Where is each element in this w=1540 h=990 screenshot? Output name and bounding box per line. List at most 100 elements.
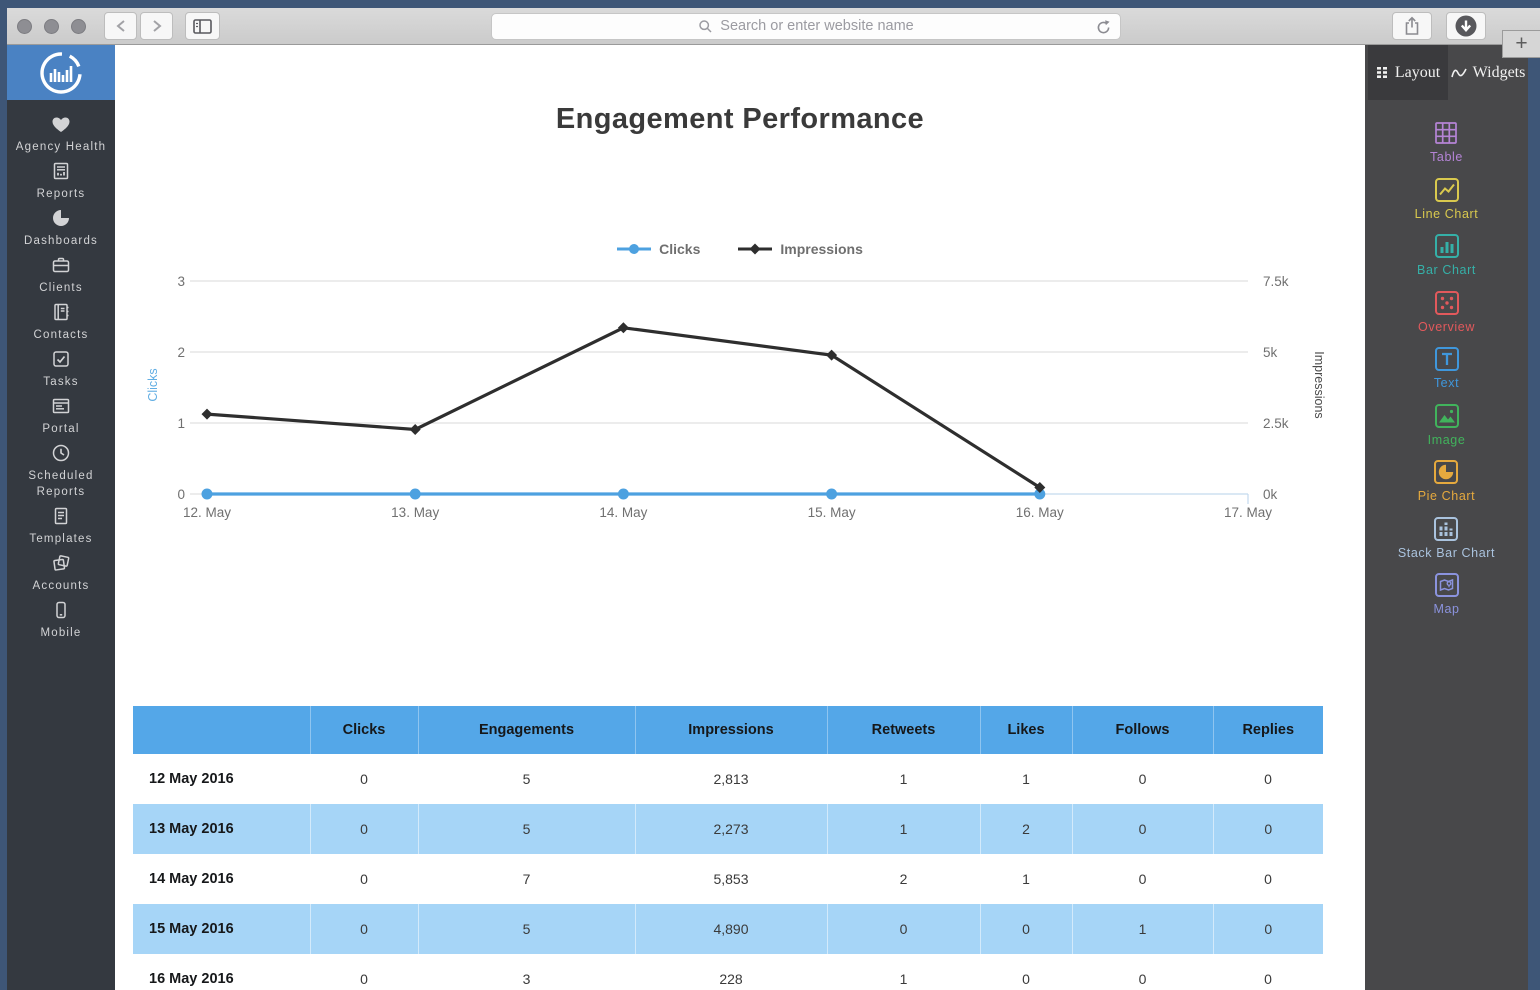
sidebar-item-clients[interactable]: Clients xyxy=(9,254,113,296)
engagement-table: Clicks Engagements Impressions Retweets Like… xyxy=(133,706,1323,990)
widget-overview[interactable]: Overview xyxy=(1418,288,1475,345)
cards-icon xyxy=(53,555,70,571)
app-logo[interactable] xyxy=(7,45,115,100)
table-cell: 1 xyxy=(980,754,1072,804)
widget-text[interactable]: Text xyxy=(1432,344,1462,401)
panel-tabs: Layout Widgets xyxy=(1365,45,1528,100)
data-point-impressions xyxy=(1034,482,1046,494)
data-point-impressions xyxy=(617,322,629,334)
x-axis-tick: 14. May xyxy=(599,505,647,520)
address-bar[interactable]: Search or enter website name xyxy=(491,12,1121,40)
widget-image[interactable]: Image xyxy=(1428,401,1466,458)
table-header-cell: Retweets xyxy=(826,706,980,754)
table-cell: 1 xyxy=(826,804,980,854)
widget-bar-chart[interactable]: Bar Chart xyxy=(1417,231,1476,288)
share-icon xyxy=(1405,16,1419,35)
widget-list: Table Line Chart Bar Chart Overview Text… xyxy=(1365,118,1528,627)
table-cell: 2,813 xyxy=(635,754,827,804)
minimize-window-button[interactable] xyxy=(44,18,59,34)
table-header-cell xyxy=(133,706,310,754)
table-date-cell: 14 May 2016 xyxy=(133,854,310,904)
clicks-marker-icon xyxy=(617,244,652,254)
left-axis-title: Clicks xyxy=(146,368,160,401)
table-cell: 0 xyxy=(309,804,418,854)
wave-icon xyxy=(1450,68,1467,77)
table-date-cell: 13 May 2016 xyxy=(133,804,310,854)
back-button[interactable] xyxy=(104,12,137,40)
widget-stack-bar-chart[interactable]: Stack Bar Chart xyxy=(1398,514,1495,571)
table-cell: 0 xyxy=(310,954,418,990)
close-window-button[interactable] xyxy=(17,18,32,34)
table-cell: 1 xyxy=(980,854,1072,904)
x-axis-tick: 16. May xyxy=(1016,505,1064,520)
table-cell: 5 xyxy=(418,754,635,804)
text-widget-icon xyxy=(1434,347,1459,371)
table-cell: 0 xyxy=(310,754,418,804)
image-widget-icon xyxy=(1434,403,1459,428)
sidebar-item-portal[interactable]: Portal xyxy=(9,395,113,437)
sidebar-item-label: Accounts xyxy=(32,580,90,592)
data-point-clicks xyxy=(409,488,421,500)
forward-chevron-icon xyxy=(152,20,162,32)
tab-label: Layout xyxy=(1394,63,1441,81)
table-cell: 2,273 xyxy=(634,804,827,854)
sidebar-item-mobile[interactable]: Mobile xyxy=(9,599,113,641)
share-button[interactable] xyxy=(1392,12,1432,40)
circle-bars-logo xyxy=(40,51,82,94)
table-row: 15 May 2016 0 5 4,890 0 0 1 0 xyxy=(133,904,1323,954)
tab-widgets[interactable]: Widgets xyxy=(1448,45,1528,100)
search-placeholder: Search or enter website name xyxy=(720,18,914,34)
legend-label: Clicks xyxy=(659,241,701,257)
sidebar-item-templates[interactable]: Templates xyxy=(9,505,113,547)
table-cell: 0 xyxy=(979,904,1072,954)
downloads-button[interactable] xyxy=(1446,12,1486,40)
data-point-impressions xyxy=(201,408,213,420)
sidebar-toggle-button[interactable] xyxy=(185,12,220,40)
page-title: Engagement Performance xyxy=(555,103,925,135)
widget-label: Text xyxy=(1433,376,1460,390)
document-icon xyxy=(54,507,68,525)
table-cell: 0 xyxy=(1072,954,1213,990)
sidebar-item-accounts[interactable]: Accounts xyxy=(9,552,113,594)
sidebar-item-agency-health[interactable]: Agency Health xyxy=(9,113,113,155)
sidebar-item-dashboards[interactable]: Dashboards xyxy=(9,207,113,249)
zoom-window-button[interactable] xyxy=(71,18,86,34)
sidebar-item-contacts[interactable]: Contacts xyxy=(9,301,113,343)
sidebar-item-tasks[interactable]: Tasks xyxy=(9,348,113,390)
sidebar-item-scheduled-reports[interactable]: Scheduled Reports xyxy=(9,442,113,500)
reload-icon[interactable] xyxy=(1095,19,1112,36)
sidebar-item-reports[interactable]: Reports xyxy=(9,160,113,202)
sidebar-item-label: Clients xyxy=(39,282,83,294)
right-axis-tick: 0k xyxy=(1263,487,1278,502)
right-axis-title: Impressions xyxy=(1312,351,1326,418)
address-book-icon xyxy=(54,303,69,321)
widget-line-chart[interactable]: Line Chart xyxy=(1415,175,1479,232)
table-header-cell: Impressions xyxy=(634,706,827,754)
new-tab-button[interactable]: + xyxy=(1502,30,1540,58)
legend-item-clicks[interactable]: Clicks xyxy=(617,241,700,257)
stack-bar-widget-icon xyxy=(1434,516,1459,541)
widget-table[interactable]: Table xyxy=(1430,118,1463,175)
back-chevron-icon xyxy=(115,20,125,32)
right-axis-tick: 5k xyxy=(1263,345,1278,360)
pie-icon xyxy=(53,210,69,226)
forward-button[interactable] xyxy=(140,12,173,40)
table-cell: 0 xyxy=(1212,804,1323,854)
right-axis-tick: 2.5k xyxy=(1263,416,1289,431)
widget-map[interactable]: Map xyxy=(1432,570,1462,627)
tab-label: Widgets xyxy=(1472,63,1526,81)
widget-label: Overview xyxy=(1418,319,1475,334)
phone-icon xyxy=(56,601,66,619)
legend-item-impressions[interactable]: Impressions xyxy=(738,241,863,257)
widget-label: Pie Chart xyxy=(1417,489,1476,503)
widget-panel: Layout Widgets Table Line Chart Bar Char… xyxy=(1365,45,1528,990)
table-cell: 0 xyxy=(826,904,980,954)
map-widget-icon xyxy=(1434,573,1459,597)
widget-label: Image xyxy=(1427,432,1466,447)
table-header-cell: Engagements xyxy=(417,706,635,754)
widget-pie-chart[interactable]: Pie Chart xyxy=(1418,457,1476,514)
plus-icon: + xyxy=(1515,32,1528,55)
clock-icon xyxy=(52,444,70,462)
chart-legend: Clicks Impressions xyxy=(115,241,1365,257)
tab-layout[interactable]: Layout xyxy=(1368,45,1448,100)
